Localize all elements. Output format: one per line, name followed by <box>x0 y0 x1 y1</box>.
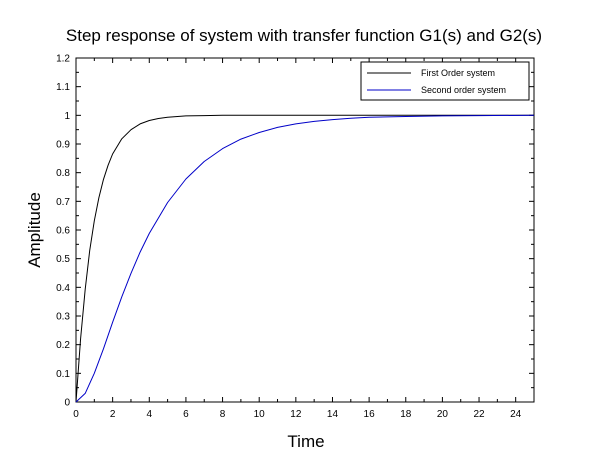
y-tick-label: 0.3 <box>56 312 70 323</box>
x-tick-label: 4 <box>146 409 152 420</box>
legend-label-2: Second order system <box>421 85 506 95</box>
y-tick-label: 0.8 <box>56 168 70 179</box>
y-tick-label: 1.2 <box>56 54 70 65</box>
plot-frame <box>75 57 535 403</box>
x-tick-label: 22 <box>473 409 485 420</box>
y-axis-ticks: 0 0.1 0.2 0.3 0.4 0.5 0.6 0.7 0.8 0.9 1 1.1 1.2 <box>56 54 534 409</box>
y-tick-label: 0.1 <box>56 369 70 380</box>
axes <box>75 57 535 403</box>
y-tick-label: 0.4 <box>56 283 70 294</box>
chart-title: Step response of system with transfer fu… <box>66 26 542 45</box>
x-tick-label: 10 <box>254 409 266 420</box>
x-tick-label: 20 <box>437 409 449 420</box>
y-tick-label: 0.2 <box>56 340 70 351</box>
x-tick-label: 16 <box>364 409 376 420</box>
series-line-2 <box>75 114 535 403</box>
y-tick-label: 0.7 <box>56 197 70 208</box>
y-tick-label: 0 <box>64 398 70 409</box>
y-tick-label: 0.9 <box>56 140 70 151</box>
x-tick-label: 0 <box>73 409 79 420</box>
x-axis-ticks: 0 2 4 6 8 10 12 14 16 18 20 22 24 <box>73 58 522 420</box>
y-axis-label: Amplitude <box>25 192 44 268</box>
legend-label-1: First Order system <box>421 68 495 78</box>
x-tick-label: 12 <box>290 409 302 420</box>
x-tick-label: 14 <box>327 409 339 420</box>
legend-box <box>360 61 530 101</box>
x-tick-label: 6 <box>183 409 189 420</box>
plot-lines <box>75 114 535 403</box>
x-tick-label: 18 <box>400 409 412 420</box>
x-axis-label: Time <box>287 432 324 451</box>
x-tick-label: 24 <box>510 409 522 420</box>
series-line-1 <box>75 114 534 403</box>
y-tick-label: 1 <box>64 111 70 122</box>
y-tick-label: 0.6 <box>56 226 70 237</box>
legend: First Order system Second order system <box>360 61 530 101</box>
y-tick-label: 1.1 <box>56 82 70 93</box>
y-tick-label: 0.5 <box>56 254 70 265</box>
x-tick-label: 2 <box>110 409 116 420</box>
x-tick-label: 8 <box>220 409 226 420</box>
